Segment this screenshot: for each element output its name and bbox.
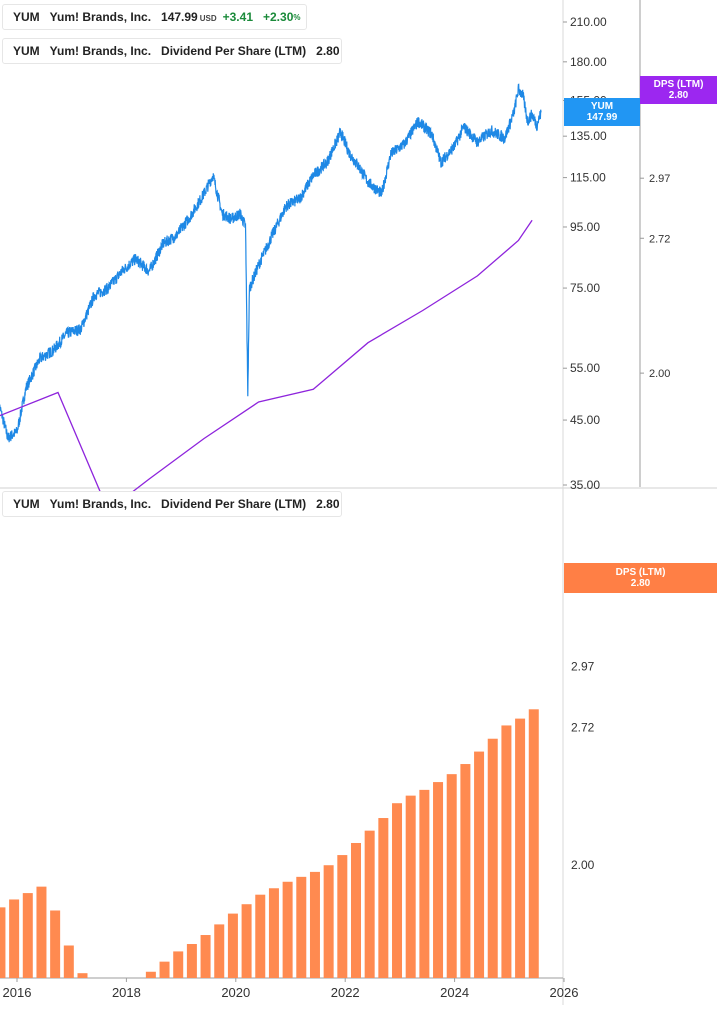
dps-bar <box>36 886 47 978</box>
dps-bar <box>214 924 225 978</box>
dps-tag-value: 2.80 <box>630 578 651 589</box>
legend-ticker: YUM <box>13 44 40 58</box>
dps-bar <box>405 795 416 978</box>
dps-bar <box>419 789 430 978</box>
dps-tag-label: DPS (LTM) <box>653 79 704 90</box>
legend-ticker: YUM <box>13 10 40 24</box>
dps-tick-label: 2.72 <box>571 721 595 735</box>
price-tick-label: 180.00 <box>570 55 607 69</box>
dps-tick-label: 2.00 <box>571 858 595 872</box>
dps-bar <box>296 876 307 978</box>
dps-bar <box>282 881 293 978</box>
legend-ticker: YUM <box>13 497 40 511</box>
dps-tick-label: 2.72 <box>649 233 670 245</box>
dps-bar <box>50 910 61 978</box>
legend-metric: Dividend Per Share (LTM) <box>161 497 307 511</box>
time-tick-label: 2024 <box>440 985 469 1000</box>
time-tick-label: 2016 <box>3 985 32 1000</box>
price-tick-label: 35.00 <box>570 478 600 492</box>
legend-value: 2.80 <box>316 44 340 58</box>
dps-tag-label: DPS (LTM) <box>615 567 666 578</box>
dps-bar <box>501 725 512 978</box>
legend-currency: USD <box>199 14 217 23</box>
dps-bar <box>268 888 279 978</box>
price-tick-label: 55.00 <box>570 361 600 375</box>
dps-bar <box>433 782 444 978</box>
legend-change: +3.41 <box>222 10 253 24</box>
legend-pct-sign: % <box>293 12 301 22</box>
dps-bar <box>63 945 74 978</box>
dps-bar <box>145 971 156 978</box>
legend-dps-top[interactable]: YUM Yum! Brands, Inc. Dividend Per Share… <box>2 38 342 64</box>
price-tag: YUM 147.99 <box>564 98 640 126</box>
dps-bar <box>22 893 33 978</box>
dps-bar <box>173 951 184 978</box>
dps-bar <box>77 973 88 978</box>
dps-bar <box>186 944 197 978</box>
dps-bar <box>255 894 266 978</box>
dps-bar <box>337 855 348 978</box>
dps-bar <box>350 842 361 978</box>
dps-tick-label: 2.97 <box>571 659 595 673</box>
price-tick-label: 75.00 <box>570 281 600 295</box>
dps-bar <box>159 961 170 978</box>
price-series-line <box>0 83 542 443</box>
dps-bar <box>446 774 457 978</box>
price-tick-label: 115.00 <box>570 171 606 185</box>
time-tick-label: 2026 <box>550 985 579 1000</box>
dps-tick-label: 2.97 <box>649 173 670 185</box>
legend-company: Yum! Brands, Inc. <box>49 497 152 511</box>
legend-company: Yum! Brands, Inc. <box>49 44 152 58</box>
dps-tag-value: 2.80 <box>668 90 689 101</box>
dps-bar <box>9 899 20 978</box>
dps-bar <box>323 865 334 978</box>
legend-price[interactable]: YUM Yum! Brands, Inc. 147.99 USD +3.41 +… <box>2 4 307 30</box>
dps-bar <box>364 830 375 978</box>
dps-tag-top: DPS (LTM) 2.80 <box>640 76 717 104</box>
legend-company: Yum! Brands, Inc. <box>49 10 152 24</box>
dps-bar <box>309 871 320 978</box>
dps-bar <box>200 935 211 978</box>
legend-dps-bottom[interactable]: YUM Yum! Brands, Inc. Dividend Per Share… <box>2 491 342 517</box>
dps-bar <box>241 904 252 978</box>
price-tick-label: 45.00 <box>570 413 600 427</box>
dps-bar <box>392 803 403 978</box>
dps-bar <box>0 907 6 978</box>
price-tag-ticker: YUM <box>590 101 614 112</box>
price-tick-label: 135.00 <box>570 129 607 143</box>
dps-series-line <box>0 219 533 512</box>
dps-bar <box>474 751 485 978</box>
time-tick-label: 2022 <box>331 985 360 1000</box>
dps-tag-bottom: DPS (LTM) 2.80 <box>564 563 717 593</box>
legend-value: 2.80 <box>316 497 340 511</box>
dps-bar <box>515 718 526 978</box>
price-tick-label: 95.00 <box>570 220 600 234</box>
time-tick-label: 2020 <box>221 985 250 1000</box>
dps-tick-label: 2.00 <box>649 368 670 380</box>
dps-bar <box>378 818 389 978</box>
legend-price-value: 147.99 <box>161 10 198 24</box>
legend-metric: Dividend Per Share (LTM) <box>161 44 307 58</box>
dps-bar <box>528 709 539 978</box>
dps-bar <box>460 764 471 978</box>
price-tag-value: 147.99 <box>586 112 618 123</box>
legend-change-pct: +2.30 <box>263 10 294 24</box>
dps-bar <box>487 738 498 978</box>
time-tick-label: 2018 <box>112 985 141 1000</box>
dps-bar <box>227 913 238 978</box>
price-tick-label: 210.00 <box>570 15 607 29</box>
